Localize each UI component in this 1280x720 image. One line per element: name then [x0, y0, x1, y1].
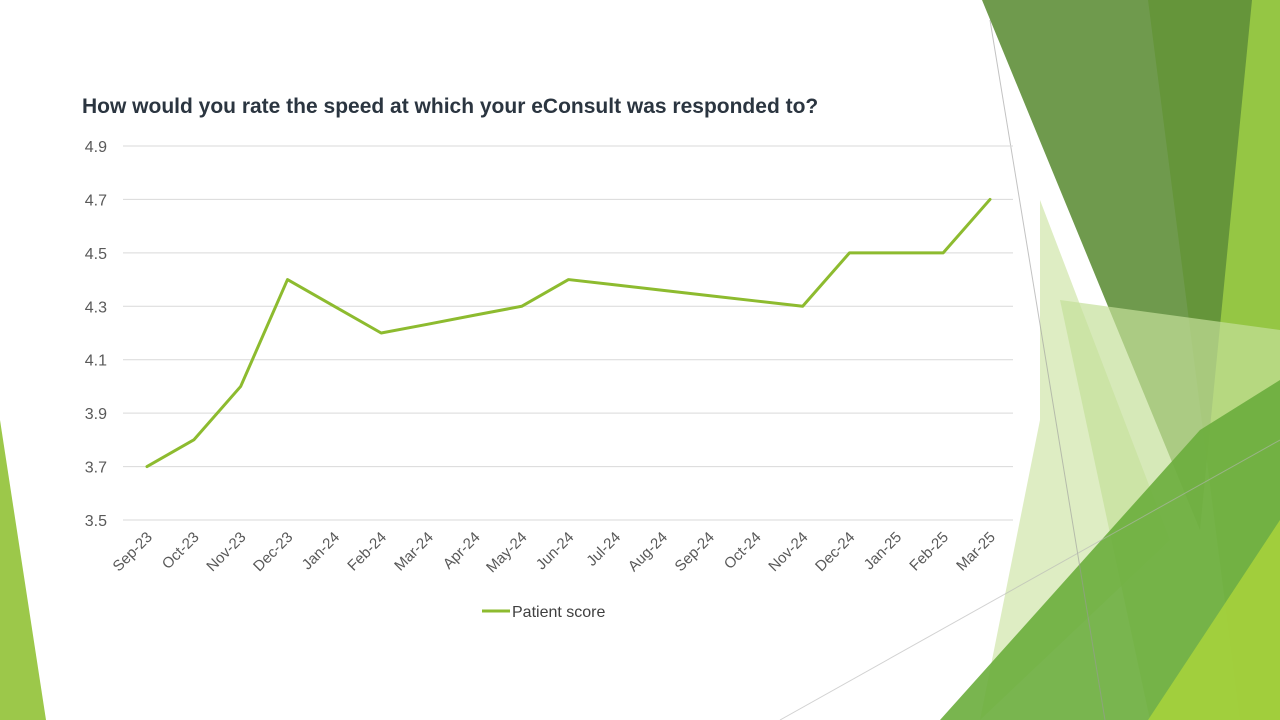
x-axis-ticks: Sep-23 Oct-23 Nov-23 Dec-23 Jan-24 Feb-24 Mar-…: [110, 529, 999, 576]
x-tick-label: Mar-24: [391, 529, 437, 575]
right-shape-mid-green: [940, 380, 1280, 720]
left-edge-shape: [0, 420, 46, 720]
y-tick-label: 4.9: [85, 139, 107, 156]
right-thin-line-2: [779, 439, 1280, 720]
legend-label: Patient score: [512, 604, 605, 621]
x-tick-label: Nov-23: [203, 529, 249, 575]
x-tick-label: Aug-24: [625, 529, 671, 575]
y-tick-label: 3.9: [85, 406, 107, 423]
x-tick-label: Nov-24: [765, 529, 811, 575]
y-axis-ticks: 3.5 3.7 3.9 4.1 4.3 4.5 4.7 4.9: [85, 139, 107, 530]
x-tick-label: Apr-24: [440, 529, 484, 573]
y-tick-label: 4.5: [85, 246, 107, 263]
y-tick-label: 4.3: [85, 299, 107, 316]
x-tick-label: Jun-24: [533, 529, 577, 573]
x-tick-label: Feb-24: [344, 529, 390, 575]
x-tick-label: Jan-25: [861, 529, 905, 573]
right-thin-line-1: [989, 19, 1106, 720]
y-tick-label: 3.5: [85, 513, 107, 530]
right-shape-pale-1: [980, 200, 1170, 720]
x-tick-label: Dec-23: [250, 529, 296, 575]
x-tick-label: Dec-24: [812, 529, 858, 575]
x-tick-label: Feb-25: [906, 529, 952, 575]
x-tick-label: Sep-24: [672, 529, 718, 575]
x-tick-label: Mar-25: [953, 529, 999, 575]
y-tick-label: 4.7: [85, 192, 107, 209]
legend: Patient score: [482, 604, 605, 621]
x-tick-label: Oct-23: [159, 529, 203, 573]
x-tick-label: Sep-23: [110, 529, 156, 575]
x-tick-label: Jul-24: [583, 529, 624, 570]
series-line-patient-score: [145, 197, 992, 469]
x-tick-label: May-24: [483, 529, 530, 576]
x-tick-label: Oct-24: [721, 529, 765, 573]
series-group: [145, 197, 992, 469]
y-tick-label: 4.1: [85, 353, 107, 370]
y-tick-label: 3.7: [85, 460, 107, 477]
gridlines: [123, 145, 1013, 521]
x-tick-label: Jan-24: [299, 529, 343, 573]
chart-title: How would you rate the speed at which yo…: [82, 95, 819, 118]
right-shape-bright: [1148, 520, 1280, 720]
